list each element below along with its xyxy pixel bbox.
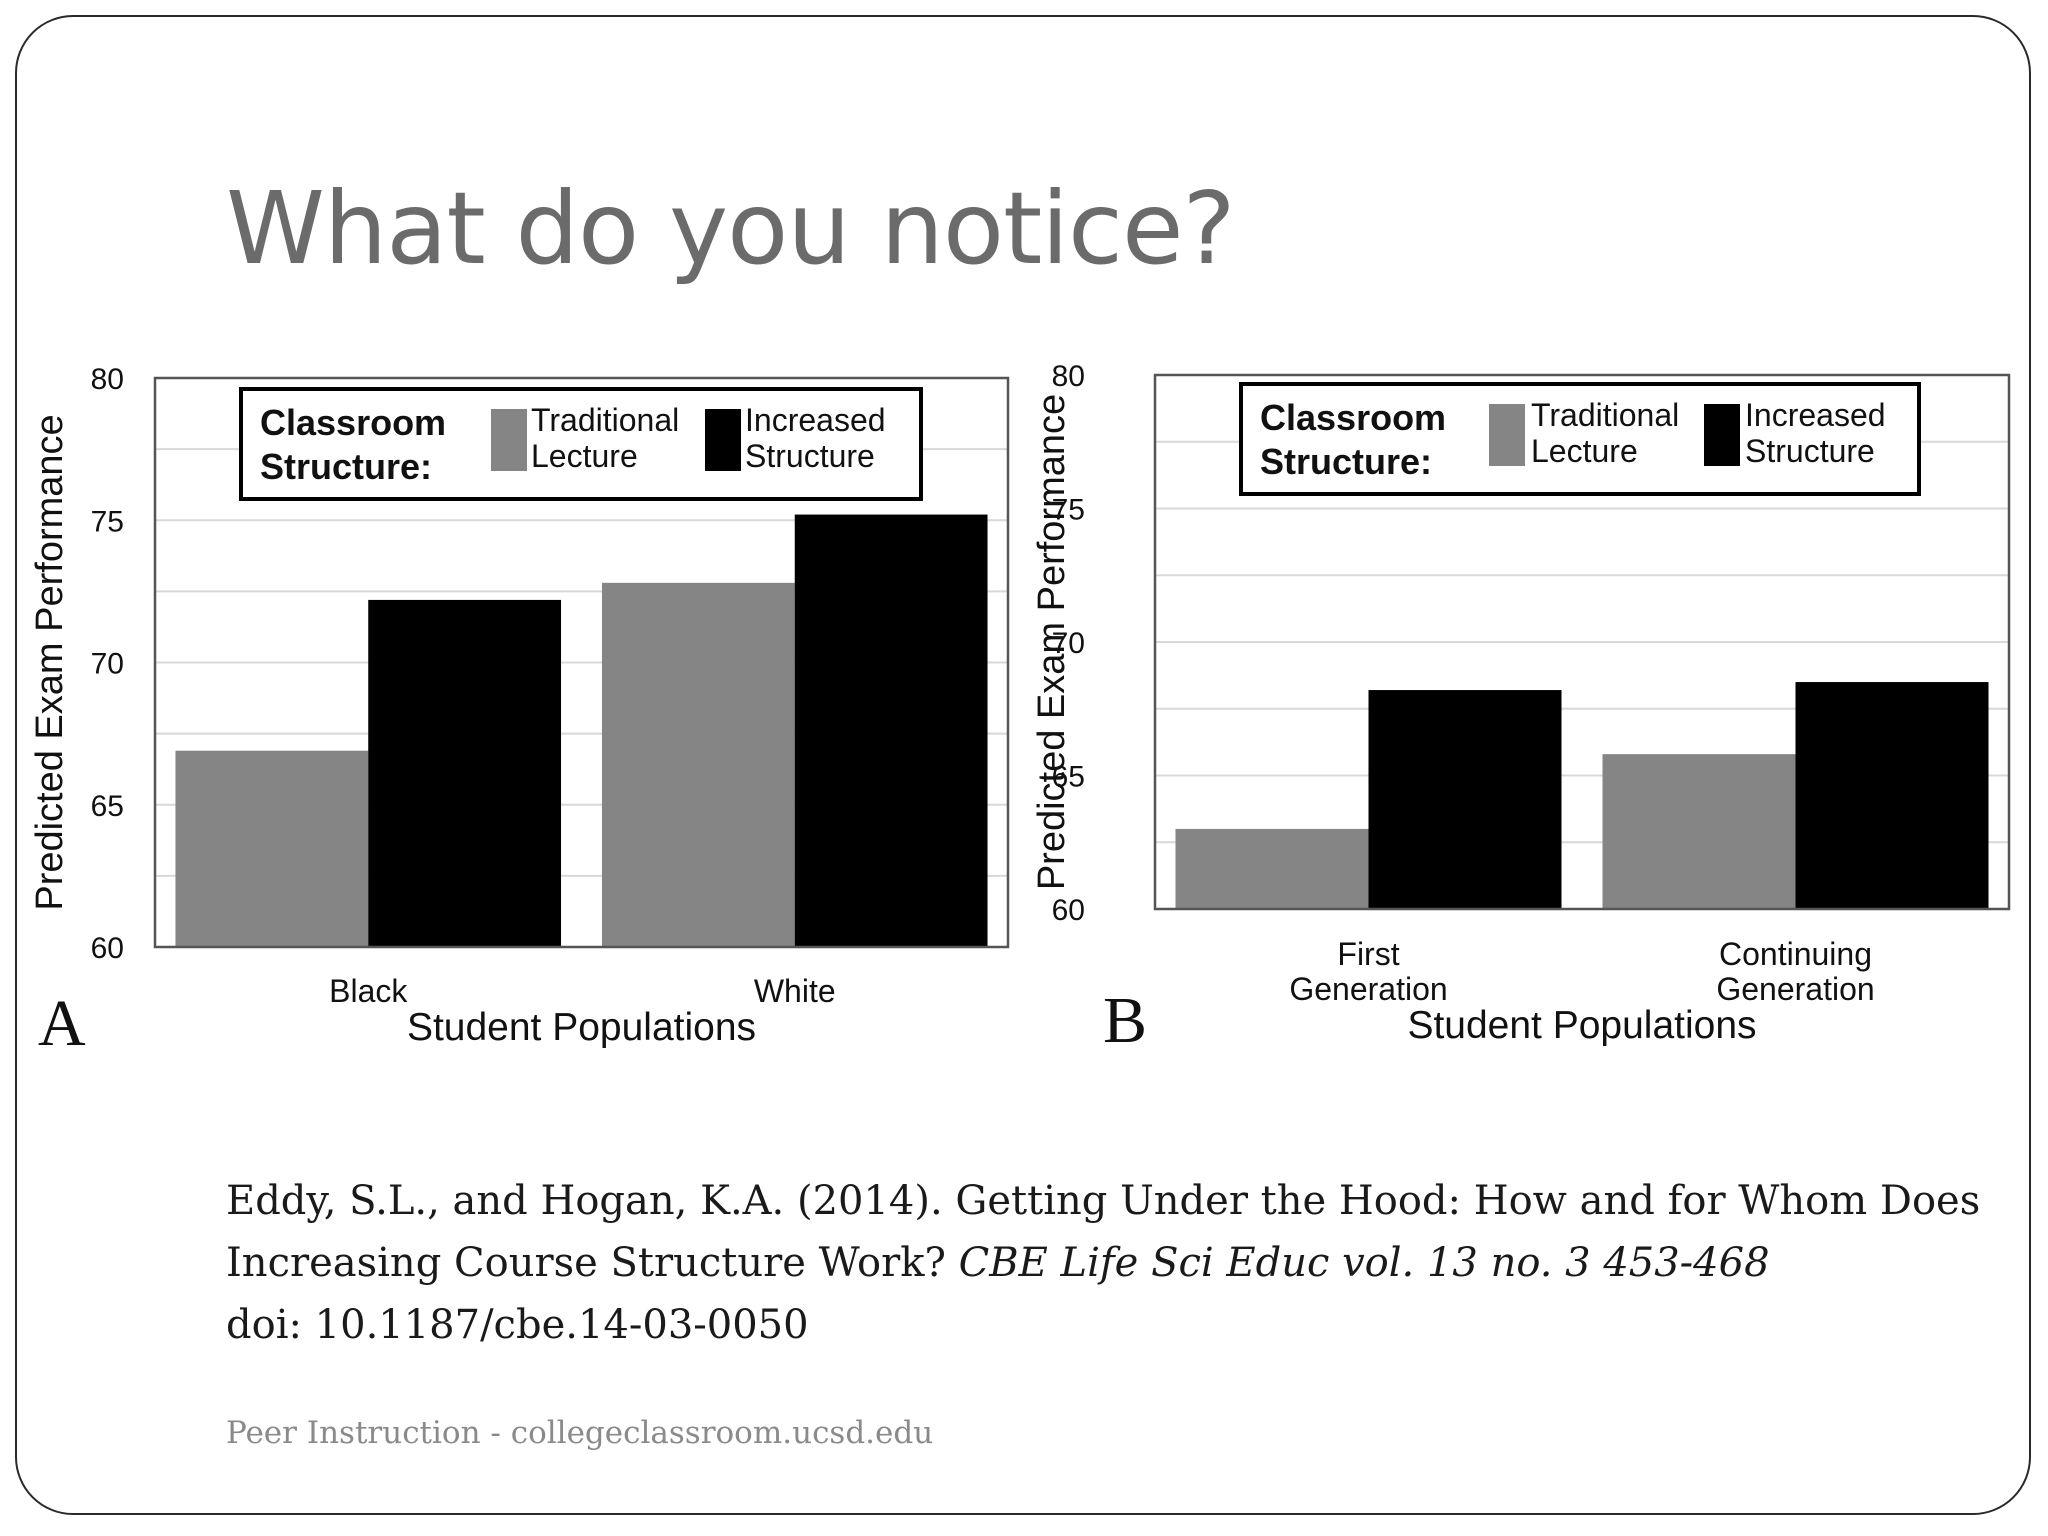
chart-b-legend-swatch-traditional (1489, 404, 1525, 466)
chart-a-y-tick-label: 70 (91, 648, 124, 681)
chart-a-category-label: White (754, 973, 836, 1009)
slide-title: What do you notice? (226, 170, 1236, 287)
chart-b-legend-title: Classroom (1260, 397, 1446, 438)
chart-b-bar (1175, 828, 1369, 909)
chart-a-y-tick-label: 80 (91, 363, 124, 396)
citation-authors-line: Eddy, S.L., and Hogan, K.A. (2014). Gett… (226, 1178, 1981, 1224)
footer-text: Peer Instruction - collegeclassroom.ucsd… (226, 1415, 934, 1451)
chart-b-legend-swatch-increased (1704, 404, 1740, 466)
chart-a-y-axis-label: Predicted Exam Performance (29, 414, 71, 910)
chart-a-bar (368, 599, 562, 947)
chart-a-legend-swatch-increased (705, 409, 741, 471)
chart-b-category-label: First (1337, 936, 1399, 972)
chart-a-legend-swatch-traditional (491, 409, 527, 471)
chart-a-bar (601, 582, 795, 947)
chart-b-legend-label-increased: Increased (1745, 397, 1886, 433)
chart-a-bar (794, 514, 988, 947)
chart-b-plot-border (1153, 373, 2011, 911)
chart-b-panel-label: B (1103, 984, 1147, 1057)
chart-b-y-tick-label: 70 (1052, 627, 1085, 660)
citation: Eddy, S.L., and Hogan, K.A. (2014). Gett… (226, 1170, 1986, 1356)
chart-b-x-axis-label: Student Populations (1407, 1004, 1756, 1047)
chart-a-legend-title-line2: Structure: (260, 446, 432, 487)
chart-a-x-axis-label: Student Populations (407, 1006, 756, 1049)
chart-a-legend-label-increased-line2: Structure (745, 438, 875, 474)
chart-a-legend-title: Classroom (260, 402, 446, 443)
chart-a-legend-label-traditional-line2: Lecture (531, 438, 638, 474)
chart-b-legend-box (1239, 382, 1921, 496)
chart-a-plot-border (153, 376, 1010, 949)
chart-a-panel-label: A (38, 987, 86, 1060)
citation-title-end: Increasing Course Structure Work? (226, 1240, 946, 1286)
chart-b-legend-label-traditional: Traditional (1531, 397, 1679, 433)
chart-a-legend-label-increased: Increased (745, 402, 886, 438)
chart-a-legend-label-traditional: Traditional (531, 402, 679, 438)
chart-a-y-tick-label: 65 (91, 790, 124, 823)
chart-a-legend-box (239, 387, 923, 501)
chart-b-category-label: Continuing (1719, 936, 1872, 972)
chart-a-y-tick-label: 75 (91, 505, 124, 538)
chart-b-y-tick-label: 60 (1052, 894, 1085, 927)
chart-b-legend-title-line2: Structure: (1260, 441, 1432, 482)
chart-b-category-label: Generation (1716, 971, 1874, 1007)
chart-b-y-tick-label: 65 (1052, 761, 1085, 794)
chart-b-legend-label-traditional-line2: Lecture (1531, 433, 1638, 469)
chart-b-bar (1602, 754, 1796, 909)
chart-a-y-tick-label: 60 (91, 932, 124, 965)
chart-b-y-tick-label: 75 (1052, 494, 1085, 527)
chart-a-category-label: Black (329, 973, 408, 1009)
chart-a-bar (175, 750, 369, 947)
chart-b-legend-label-increased-line2: Structure (1745, 433, 1875, 469)
chart-b-bar (1368, 690, 1562, 909)
citation-doi: doi: 10.1187/cbe.14-03-0050 (226, 1302, 809, 1348)
chart-b-category-label: Generation (1289, 971, 1447, 1007)
chart-b-bar (1795, 682, 1989, 909)
citation-journal: CBE Life Sci Educ vol. 13 no. 3 453-468 (958, 1240, 1770, 1286)
chart-b-y-tick-label: 80 (1052, 360, 1085, 393)
chart-b-y-axis-label: Predicted Exam Performance (1031, 394, 1073, 890)
citation-line-2: Increasing Course Structure Work? CBE Li… (226, 1232, 1986, 1294)
